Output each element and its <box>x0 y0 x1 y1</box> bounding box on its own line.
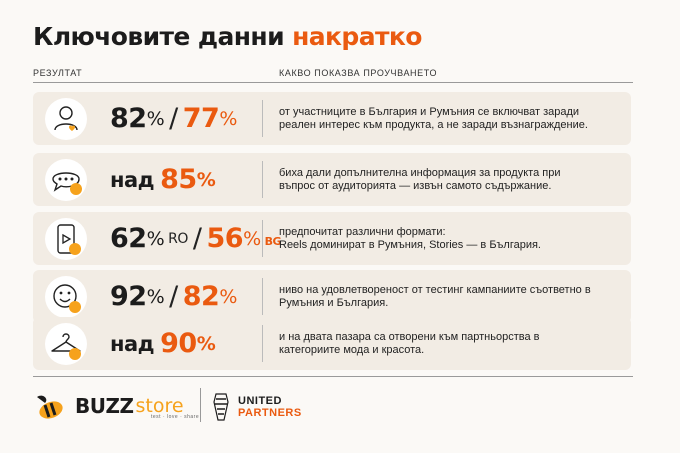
hanger-icon <box>45 323 87 365</box>
chat-bubble-icon <box>45 159 87 201</box>
smiley-face-icon <box>45 276 87 318</box>
stat-value-2: над 85% <box>110 164 216 195</box>
stat-row-4: 92%/82% ниво на удовлетвореност от тести… <box>33 270 631 323</box>
logo-divider <box>200 388 201 422</box>
buzz-wordmark: BUZZ <box>75 394 134 418</box>
stat-value-3: 62% RO/56% BG <box>110 223 282 254</box>
partner-wordmark-1: UNITED <box>238 395 282 407</box>
phone-video-icon <box>45 218 87 260</box>
page-title: Ключовите данни накратко <box>33 22 422 51</box>
stat-row-2: над 85% биха дали допълнителна информаци… <box>33 153 631 206</box>
column-header-result: РЕЗУЛТАТ <box>33 68 83 78</box>
zebra-icon <box>213 393 229 421</box>
store-wordmark: store <box>135 395 184 417</box>
stat-description-5: и на двата пазара са отворени към партнь… <box>279 330 540 356</box>
buzz-store-logo: BUZZ store test · love · share <box>33 390 199 422</box>
stat-value-1: 82%/77% <box>110 103 237 134</box>
user-heart-icon <box>45 98 87 140</box>
stat-value-4: 92%/82% <box>110 281 237 312</box>
stat-description-1: от участниците в България и Румъния се в… <box>279 105 588 131</box>
stat-description-4: ниво на удовлетвореност от тестинг кампа… <box>279 283 591 309</box>
stat-description-3: предпочитат различни формати: Reels домин… <box>279 225 541 251</box>
title-main: Ключовите данни <box>33 22 293 51</box>
stat-row-5: над 90% и на двата пазара са отворени къ… <box>33 317 631 370</box>
column-header-shows: КАКВО ПОКАЗВА ПРОУЧВАНЕТО <box>279 68 438 78</box>
buzz-tagline: test · love · share <box>151 414 200 420</box>
stat-description-2: биха дали допълнителна информация за про… <box>279 166 561 192</box>
stat-row-3: 62% RO/56% BG предпочитат различни формати… <box>33 212 631 265</box>
header-rule <box>33 82 633 83</box>
partner-wordmark-2: PARTNERS <box>238 407 302 419</box>
stat-row-1: 82%/77% от участниците в България и Румъ… <box>33 92 631 145</box>
united-partners-logo: UNITED PARTNERS <box>212 392 302 422</box>
bee-icon <box>37 395 63 419</box>
title-accent: накратко <box>292 22 422 51</box>
footer-rule <box>33 376 633 377</box>
stat-value-5: над 90% <box>110 328 216 359</box>
